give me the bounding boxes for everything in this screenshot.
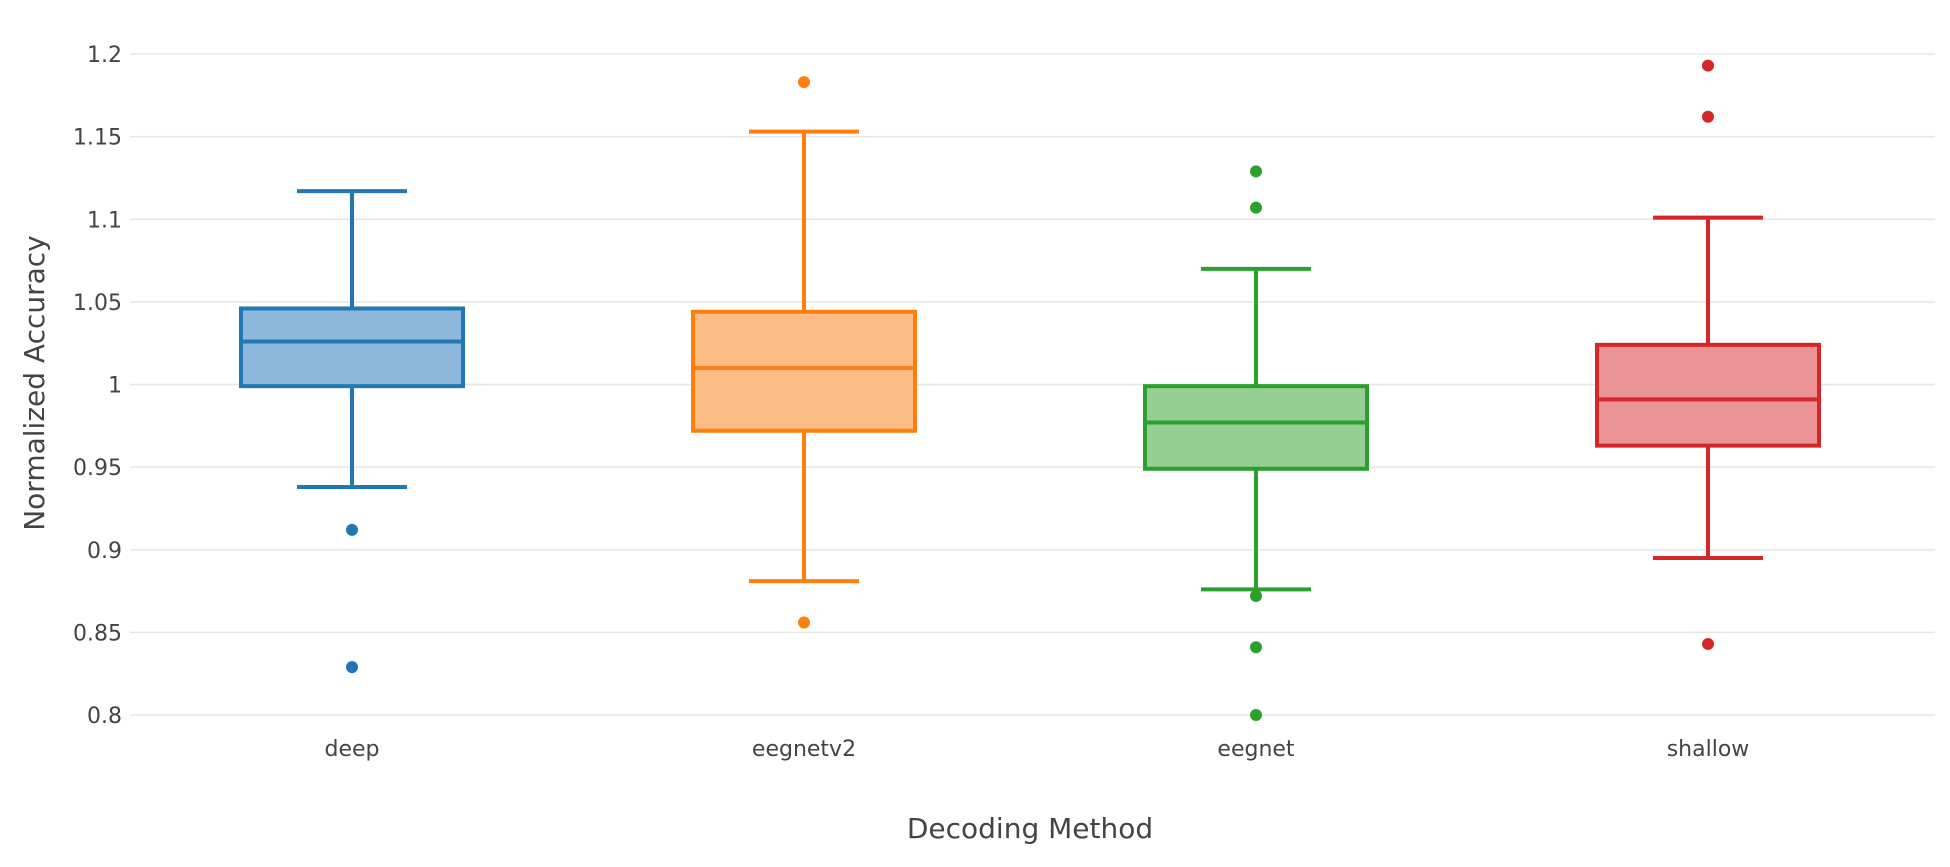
x-tick-label: eegnet	[1217, 737, 1295, 762]
outlier-point	[798, 76, 810, 89]
outlier-point	[798, 616, 810, 629]
y-tick-label: 0.95	[73, 456, 122, 481]
outlier-point	[346, 523, 358, 536]
box-deep	[239, 189, 465, 674]
outlier-point	[1250, 165, 1262, 178]
outlier-point	[346, 661, 358, 674]
box-eegnetv2	[691, 76, 917, 629]
x-tick-label: deep	[325, 737, 380, 762]
y-tick-label: 0.85	[73, 621, 122, 646]
y-tick-label: 1.05	[73, 291, 122, 316]
y-axis-title: Normalized Accuracy	[18, 235, 51, 531]
x-tick-label: eegnetv2	[752, 737, 856, 762]
box-eegnet	[1143, 165, 1369, 721]
y-tick-label: 1.15	[73, 126, 122, 151]
y-axis-ticks: 0.8 0.85 0.9 0.95 1 1.05 1.1 1.15 1.2	[73, 43, 122, 729]
x-axis-title: Decoding Method	[907, 812, 1153, 845]
outlier-point	[1250, 709, 1262, 721]
outlier-point	[1250, 641, 1262, 654]
outlier-point	[1702, 637, 1714, 650]
x-axis-ticks: deep eegnetv2 eegnet shallow	[325, 737, 1750, 762]
x-tick-label: shallow	[1667, 737, 1750, 762]
iqr-box	[691, 309, 917, 433]
y-tick-label: 0.8	[87, 704, 122, 729]
outlier-point	[1702, 110, 1714, 123]
y-tick-label: 1.2	[87, 43, 122, 68]
iqr-box	[1143, 384, 1369, 471]
y-tick-label: 0.9	[87, 539, 122, 564]
iqr-box	[239, 306, 465, 389]
outlier-point	[1250, 590, 1262, 603]
outlier-point	[1702, 59, 1714, 72]
outlier-point	[1250, 201, 1262, 214]
box-shallow	[1595, 59, 1821, 650]
y-tick-label: 1	[108, 374, 122, 399]
y-tick-label: 1.1	[87, 208, 122, 233]
box-series	[239, 59, 1821, 721]
iqr-box	[1595, 342, 1821, 448]
